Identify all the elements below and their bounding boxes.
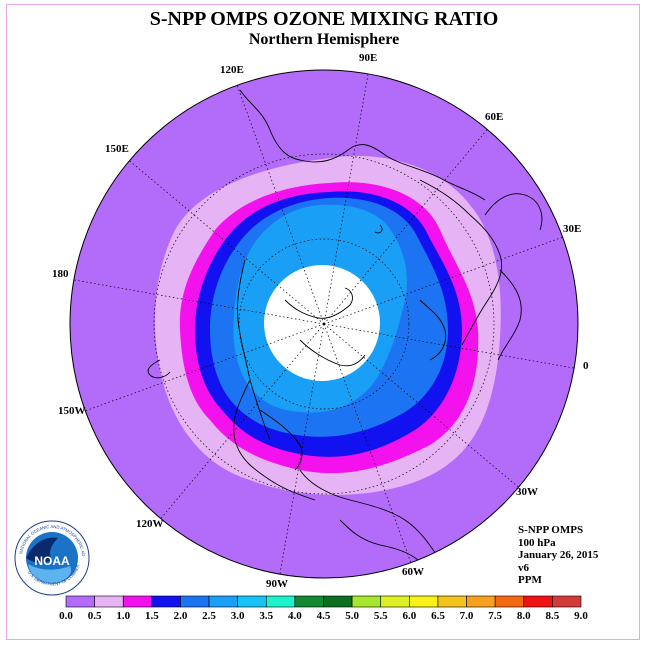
map-title: S-NPP OMPS OZONE MIXING RATIO	[149, 8, 499, 30]
lon-label-0: 0	[583, 360, 589, 372]
colorbar-swatch	[323, 595, 353, 608]
info-units: PPM	[518, 574, 542, 586]
lon-label-150w: 150W	[58, 405, 86, 417]
colorbar-swatch	[208, 595, 238, 608]
colorbar-swatch	[94, 595, 124, 608]
lon-label-30w: 30W	[516, 486, 538, 498]
map-boundary	[69, 69, 579, 579]
colorbar-tick-label: 8.0	[516, 610, 531, 622]
colorbar-swatch	[180, 595, 210, 608]
lon-label-30e: 30E	[563, 223, 582, 235]
lon-label-90w: 90W	[266, 578, 288, 590]
colorbar-tick-label: 5.0	[345, 610, 359, 622]
lon-label-150e: 150E	[105, 143, 129, 155]
colorbar-tick-label: 7.5	[488, 610, 503, 622]
coastlines	[147, 89, 543, 561]
colorbar-swatch	[437, 595, 467, 608]
colorbar-tick-label: 3.5	[259, 610, 274, 622]
colorbar-tick-label: 0.5	[87, 610, 102, 622]
info-version: v6	[518, 561, 529, 574]
colorbar-tick-label: 4.5	[316, 610, 331, 622]
info-level: 100 hPa	[518, 536, 556, 549]
info-block: S-NPP OMPS 100 hPa January 26, 2015 v6 P…	[518, 524, 598, 587]
colorbar-tick-label: 4.0	[288, 610, 302, 622]
colorbar-swatch	[122, 595, 153, 608]
lon-label-60w: 60W	[402, 566, 424, 578]
latitude-circles	[153, 153, 495, 495]
lon-label-120e: 120E	[220, 64, 244, 76]
colorbar-tick-label: 6.5	[431, 610, 445, 622]
colorbar-swatch	[351, 595, 382, 608]
colorbar-tick-label: 3.0	[230, 610, 245, 622]
lon-label-60e: 60E	[485, 111, 504, 123]
lon-label-90e: 90E	[359, 52, 378, 64]
info-instrument: S-NPP OMPS	[518, 524, 584, 536]
lon-label-120w: 120W	[136, 518, 164, 530]
figure-frame	[6, 4, 640, 640]
colorbar-tick-label: 2.0	[173, 610, 188, 622]
colorbar-tick-label: 9.0	[574, 610, 588, 622]
info-date: January 26, 2015	[518, 549, 599, 561]
noaa-logo: NOAA NATIONAL OCEANIC AND ATMOSPHERIC AD…	[14, 520, 90, 596]
colorbar-tick-label: 1.0	[116, 610, 131, 622]
colorbar	[65, 595, 582, 608]
colorbar-tick-label: 1.5	[144, 610, 159, 622]
svg-text:NOAA: NOAA	[34, 554, 70, 568]
polar-night-region	[264, 265, 380, 381]
colorbar-swatch	[294, 595, 324, 608]
colorbar-tick-label: 5.5	[373, 610, 388, 622]
colorbar-tick-label: 8.5	[545, 610, 560, 622]
colorbar-tick-label: 2.5	[202, 610, 216, 622]
colorbar-swatch	[409, 595, 439, 608]
colorbar-swatch	[523, 595, 553, 608]
colorbar-swatch	[237, 595, 267, 608]
lon-label-180: 180	[52, 268, 69, 280]
colorbar-tick-label: 0.0	[59, 610, 73, 622]
colorbar-swatch	[151, 595, 181, 608]
colorbar-swatch	[380, 595, 410, 608]
colorbar-tick-label: 7.0	[459, 610, 474, 622]
colorbar-swatch	[494, 595, 525, 608]
colorbar-tick-label: 6.0	[402, 610, 417, 622]
map-subtitle: Northern Hemisphere	[248, 31, 400, 48]
colorbar-swatch	[265, 595, 296, 608]
colorbar-swatch	[466, 595, 496, 608]
colorbar-swatch	[65, 595, 95, 608]
colorbar-swatch	[552, 595, 582, 608]
